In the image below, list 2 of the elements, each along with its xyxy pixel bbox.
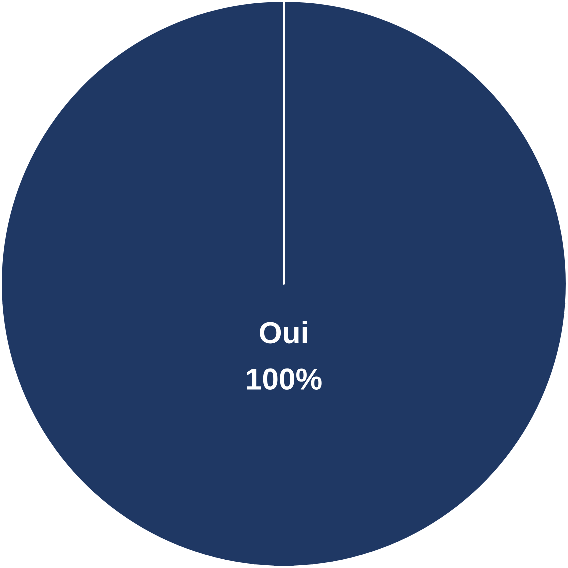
slice-label: Oui: [260, 322, 308, 344]
data-label: 100%: [247, 368, 322, 390]
